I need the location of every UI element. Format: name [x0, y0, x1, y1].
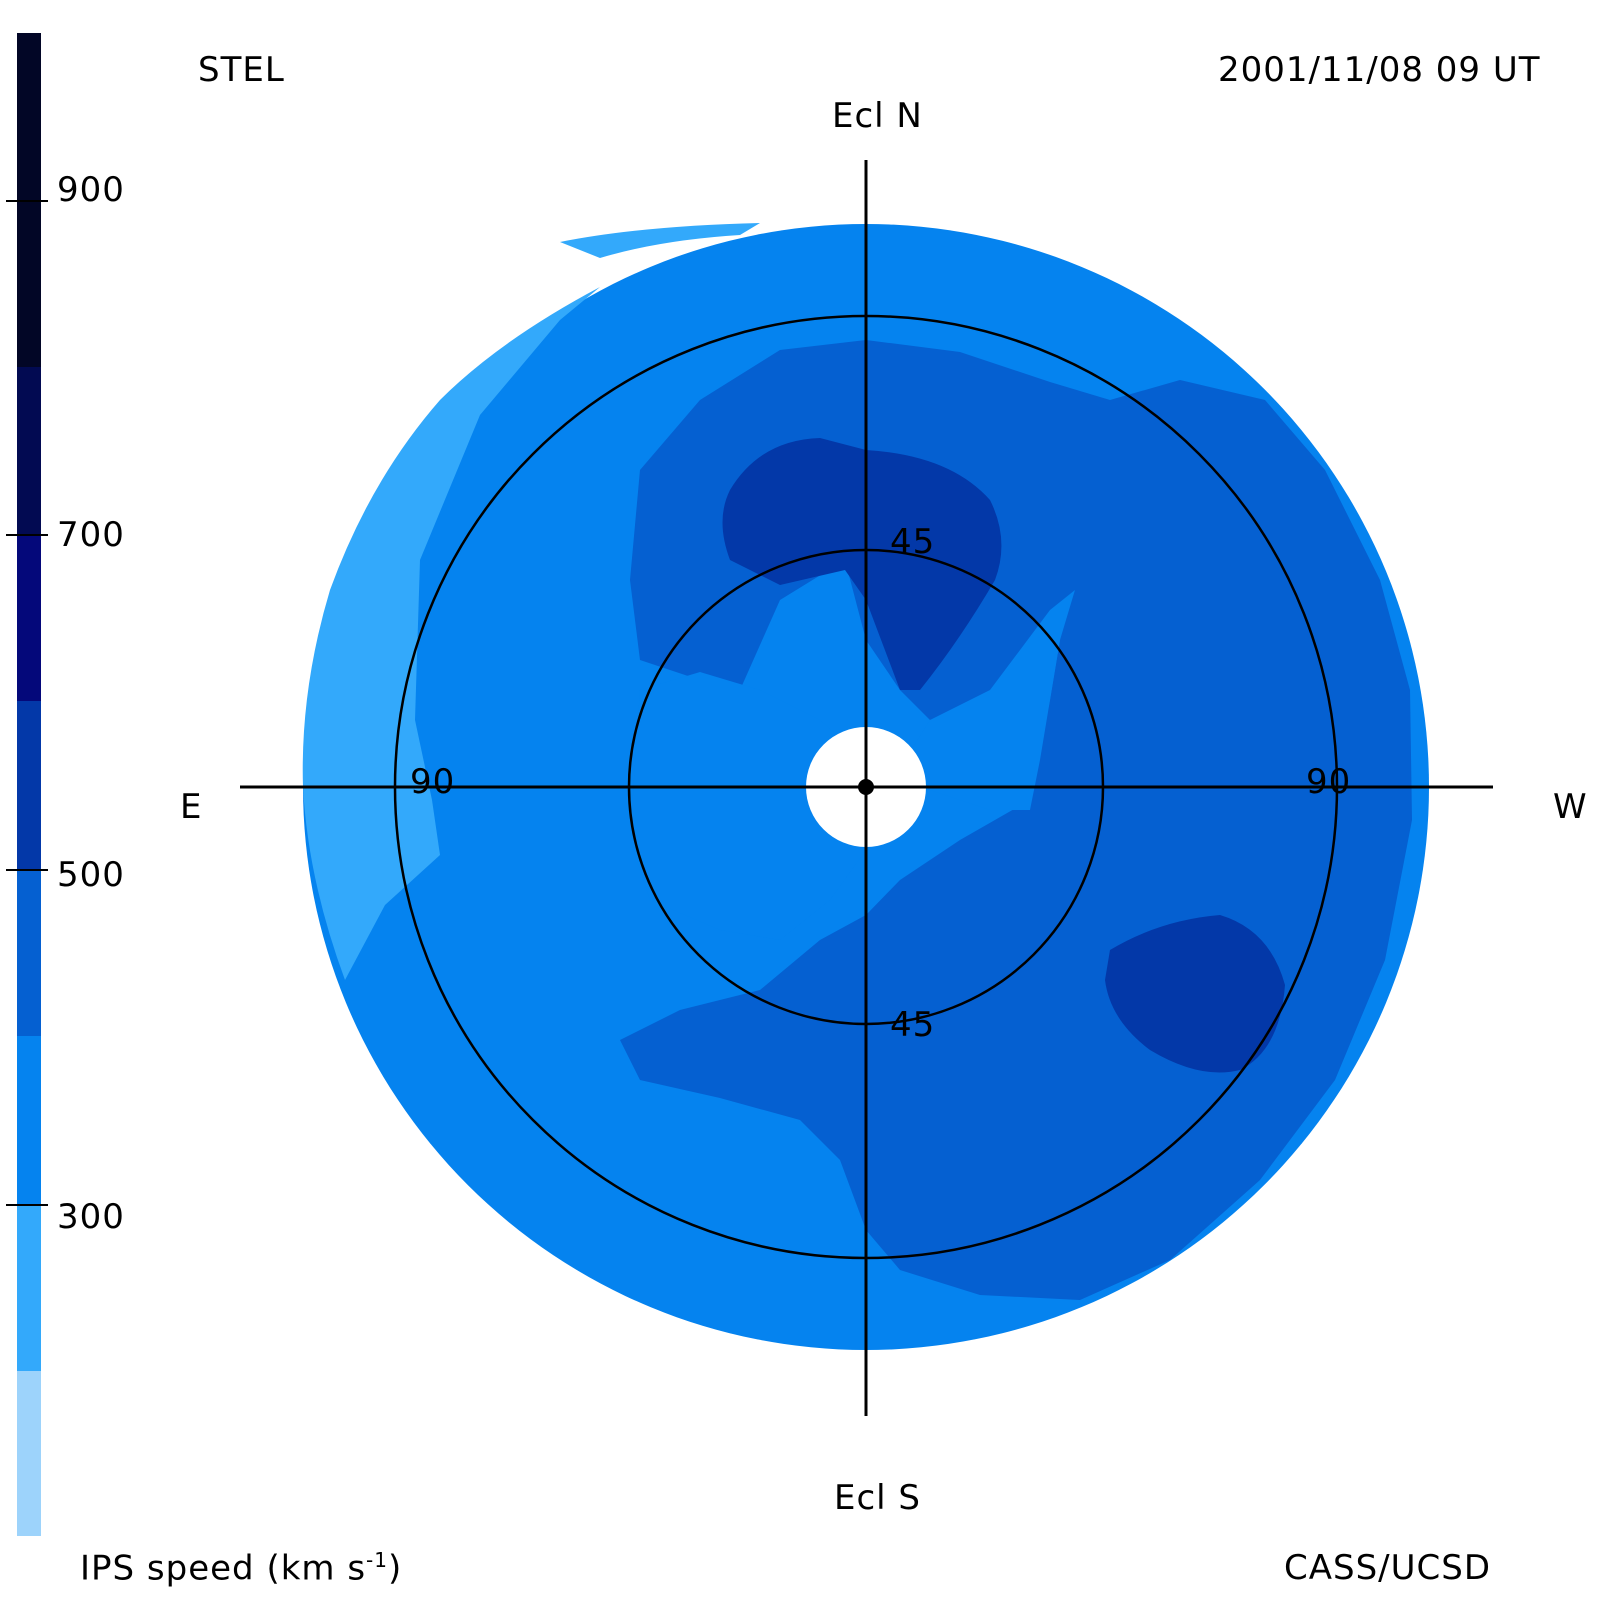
colorbar-segment	[17, 533, 41, 701]
speed-region-fast	[722, 438, 1002, 690]
ring-label-45-top: 45	[890, 522, 936, 562]
timestamp-label: 2001/11/08 09 UT	[1218, 50, 1541, 90]
direction-east: E	[180, 787, 203, 827]
ring-label-45-bottom: 45	[890, 1005, 936, 1045]
colorbar-segment	[17, 700, 41, 869]
colorbar-title-close: )	[388, 1548, 403, 1589]
colorbar-title-exponent: -1	[366, 1548, 388, 1572]
speed-region-slow-lobe	[630, 672, 866, 940]
speed-region-fast	[1105, 915, 1285, 1073]
speed-region-very-slow	[560, 223, 760, 258]
colorbar-title: IPS speed (km s-1)	[80, 1548, 402, 1588]
direction-south: Ecl S	[834, 1478, 922, 1518]
observatory-label: STEL	[198, 50, 285, 90]
colorbar-segment	[17, 1203, 41, 1371]
colorbar-tick-label-500: 500	[57, 855, 125, 895]
colorbar-tick-label-900: 900	[57, 170, 125, 210]
colorbar-tick-label-700: 700	[57, 515, 125, 555]
ring-label-90-left: 90	[410, 762, 456, 802]
direction-west: W	[1553, 787, 1588, 827]
colorbar-segment	[17, 1370, 41, 1536]
colorbar-title-text: IPS speed (km s	[80, 1548, 367, 1589]
colorbar-tick-label-300: 300	[57, 1197, 125, 1237]
colorbar	[6, 33, 48, 1536]
colorbar-segment	[17, 366, 41, 534]
colorbar-segment	[17, 868, 41, 1036]
direction-north: Ecl N	[832, 96, 923, 136]
credit-label: CASS/UCSD	[1284, 1548, 1492, 1588]
grid	[240, 160, 1493, 1416]
sun-center-dot	[858, 779, 874, 795]
speed-region-very-slow	[302, 287, 600, 980]
ring-label-90-right: 90	[1306, 762, 1352, 802]
speed-region-slow-lobe	[905, 590, 1075, 810]
colorbar-segment	[17, 1035, 41, 1204]
speed-map	[302, 223, 1429, 1350]
